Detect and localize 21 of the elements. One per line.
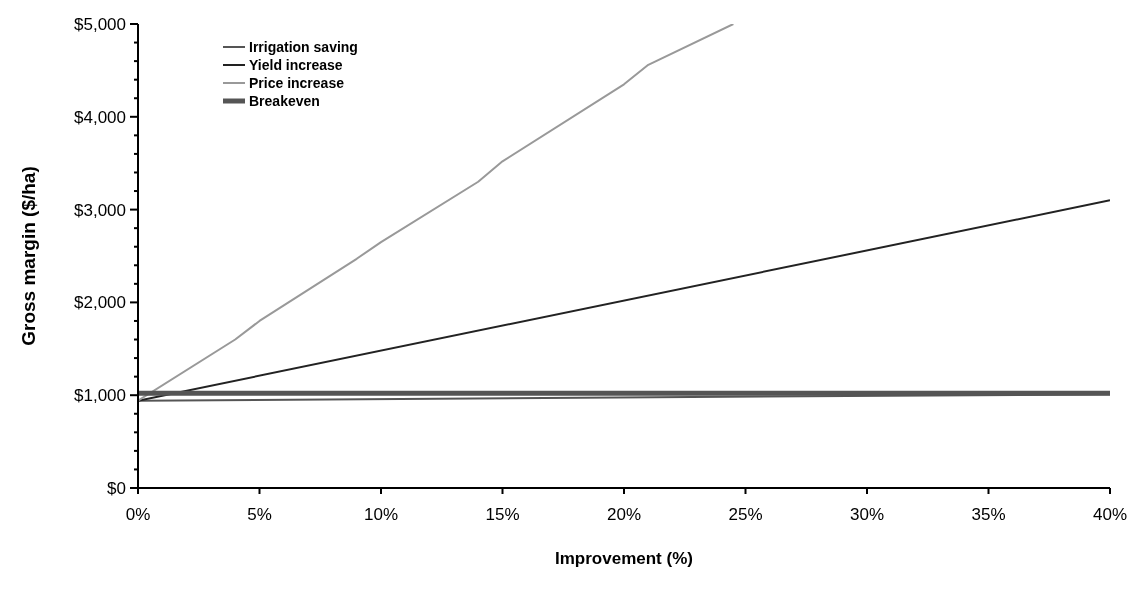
x-tick-label: 0% <box>125 505 151 525</box>
x-axis-title: Improvement (%) <box>555 549 693 568</box>
legend-label: Breakeven <box>249 93 320 109</box>
y-tick-label: $1,000 <box>74 386 126 406</box>
x-tick-label: 35% <box>971 505 1006 525</box>
x-tick-label: 40% <box>1092 505 1128 525</box>
y-axis-title: Gross margin ($/ha) <box>17 166 39 346</box>
legend-label: Yield increase <box>249 57 343 73</box>
y-tick-label: $5,000 <box>74 15 126 34</box>
x-tick-label: 10% <box>363 505 399 525</box>
x-tick-label: 20% <box>606 505 642 525</box>
y-tick-label: $2,000 <box>74 293 126 313</box>
legend-label: Price increase <box>249 75 344 91</box>
x-tick-label: 25% <box>728 505 763 525</box>
y-tick-label: $3,000 <box>74 200 126 220</box>
x-tick-label: 5% <box>247 505 272 525</box>
legend-label: Irrigation saving <box>249 39 358 55</box>
y-tick-label: $4,000 <box>74 107 126 127</box>
x-tick-label: 15% <box>485 505 520 525</box>
y-tick-label: $0 <box>107 479 126 498</box>
x-tick-label: 30% <box>849 505 885 525</box>
